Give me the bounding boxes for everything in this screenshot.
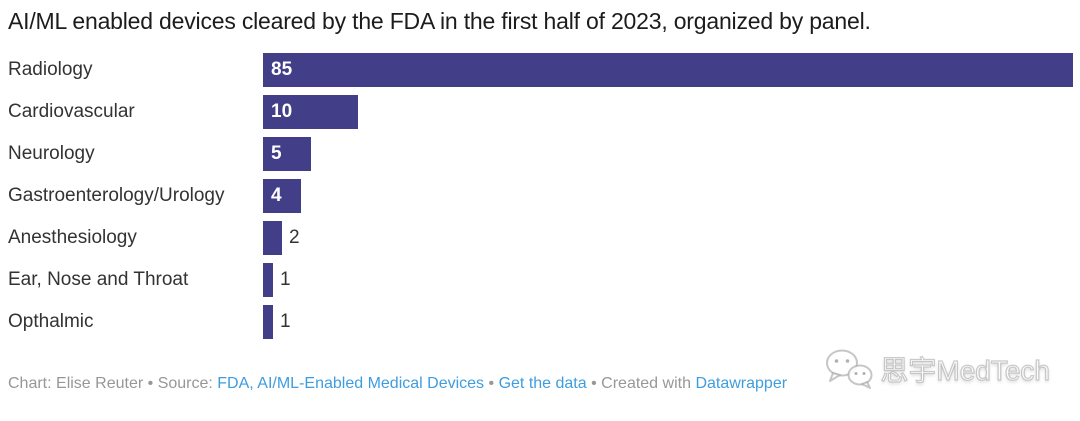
bar-track: 5: [263, 137, 311, 171]
value-label: 5: [271, 143, 282, 164]
bar: 4: [263, 179, 301, 213]
footer-separator: •: [591, 375, 597, 392]
chart-row: Cardiovascular 10: [0, 91, 1080, 133]
datawrapper-link[interactable]: Datawrapper: [695, 375, 788, 392]
bar-track: 4: [263, 179, 301, 213]
category-label: Ear, Nose and Throat: [8, 269, 189, 290]
category-label: Radiology: [8, 59, 93, 80]
source-link[interactable]: FDA, AI/ML-Enabled Medical Devices: [217, 375, 485, 392]
bar-track: 10: [263, 95, 358, 129]
chart-row: Opthalmic 1: [0, 301, 1080, 343]
bar: 5: [263, 137, 311, 171]
watermark-text: 思宇MedTech: [880, 354, 1051, 386]
bar-chart: Radiology 85 Cardiovascular 10 Neurology…: [0, 49, 1080, 343]
bar: 10: [263, 95, 358, 129]
get-data-link[interactable]: Get the data: [498, 375, 587, 392]
footer-credit: Chart: Elise Reuter: [8, 375, 144, 392]
chart-row: Ear, Nose and Throat 1: [0, 259, 1080, 301]
bar: 85: [263, 53, 1073, 87]
bar-track: 85: [263, 53, 1073, 87]
footer-separator: •: [147, 375, 154, 392]
chart-row: Neurology 5: [0, 133, 1080, 175]
bar: [263, 305, 273, 339]
bar: [263, 263, 273, 297]
category-label: Anesthesiology: [8, 227, 137, 248]
category-label: Neurology: [8, 143, 95, 164]
wechat-icon: [826, 349, 873, 389]
chart-row: Anesthesiology 2: [0, 217, 1080, 259]
value-label: 10: [271, 101, 293, 122]
chart-row: Radiology 85: [0, 49, 1080, 91]
footer-created-with: Created with: [601, 375, 691, 392]
category-label: Opthalmic: [8, 311, 94, 332]
value-label: 1: [280, 269, 291, 290]
category-label: Gastroenterology/Urology: [8, 185, 225, 206]
footer: Chart: Elise Reuter • Source: FDA, AI/ML…: [8, 375, 787, 393]
value-label: 85: [271, 59, 293, 80]
chart-title: AI/ML enabled devices cleared by the FDA…: [8, 8, 871, 34]
bar: [263, 221, 282, 255]
chart-row: Gastroenterology/Urology 4: [0, 175, 1080, 217]
value-label: 2: [289, 227, 300, 248]
footer-separator: •: [488, 375, 495, 392]
bar-track: 2: [263, 221, 300, 255]
footer-source-label: Source:: [157, 375, 213, 392]
value-label: 4: [271, 185, 282, 206]
bar-track: 1: [263, 263, 291, 297]
value-label: 1: [280, 311, 291, 332]
watermark: 思宇MedTech: [821, 347, 1051, 391]
bar-track: 1: [263, 305, 291, 339]
category-label: Cardiovascular: [8, 101, 135, 122]
